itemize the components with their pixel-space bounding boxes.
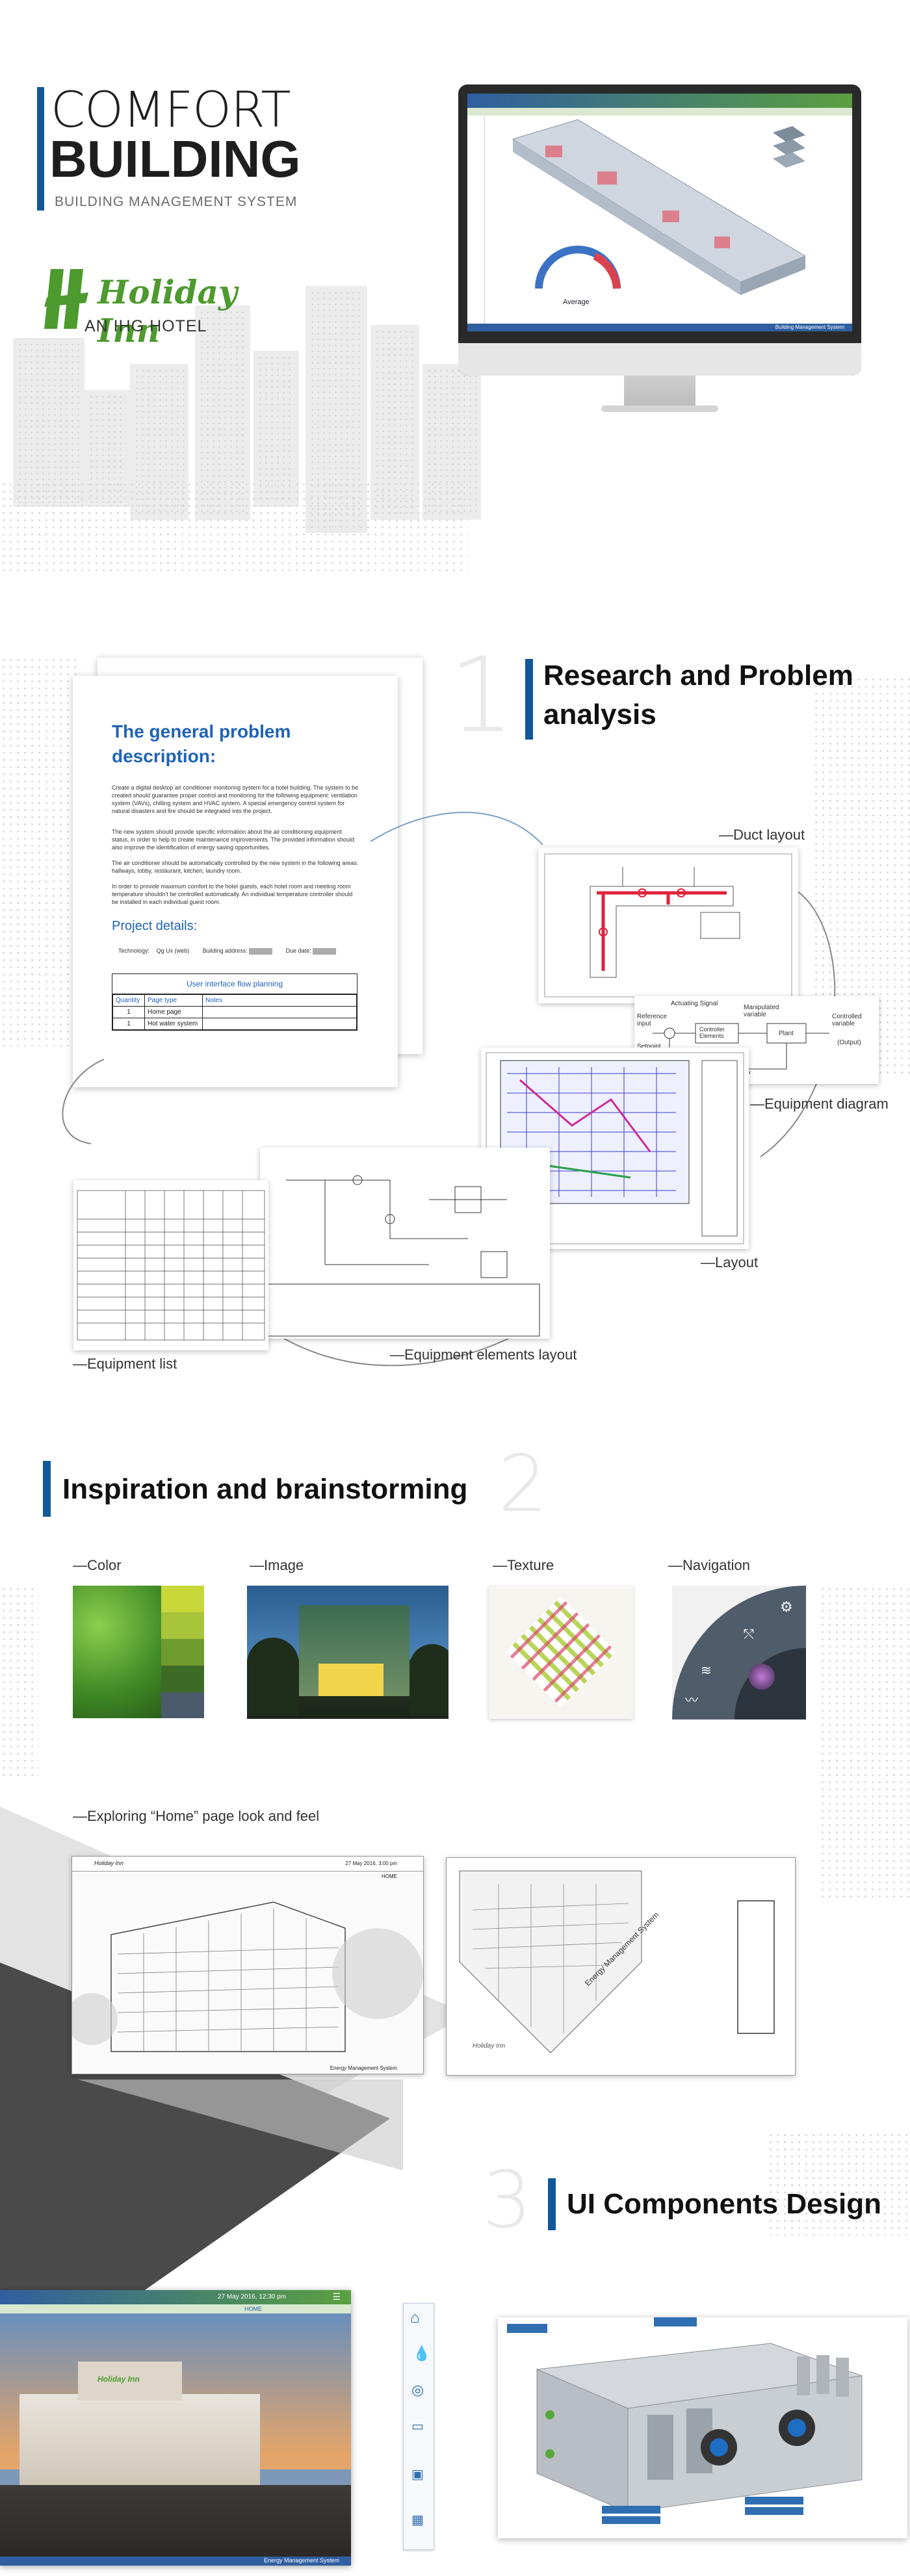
leaf-photo: [73, 1586, 161, 1718]
flow-table: User interface flow planning Quantity Pa…: [112, 973, 358, 1031]
section3-title: UI Components Design: [567, 2188, 882, 2220]
equipment-elements-drawing: [260, 1148, 550, 1339]
flow-header-quantity: Quantity: [112, 994, 145, 1007]
color-swatch: [161, 1666, 204, 1692]
home-page-screen: 27 May 2016, 12:30 pm ☰ HOME Holiday Inn…: [0, 2290, 351, 2566]
label-duct-layout: —Duct layout: [719, 827, 805, 843]
home-sketch-1: Holiday Inn 27 May 2016, 3:00 pm HOME En…: [72, 1856, 424, 2074]
holiday-inn-h-icon: [44, 269, 88, 329]
doc-heading-line1: The general problem: [112, 721, 291, 741]
doc-paragraph-4: In order to provide maximum comfort to t…: [112, 883, 353, 905]
label-exploring-home: —Exploring “Home” page look and feel: [73, 1808, 320, 1824]
flow-header-notes: Notes: [202, 994, 357, 1007]
color-swatch: [161, 1586, 204, 1612]
home-footer: Energy Management System: [263, 2557, 339, 2564]
monitor-icon[interactable]: ▣: [411, 2467, 424, 2482]
color-swatch: [161, 1692, 204, 1718]
holiday-inn-wordmark: Holiday Inn: [98, 273, 237, 350]
section2-number: 2: [498, 1439, 548, 1530]
tech-label: Technology:: [118, 947, 150, 954]
floorplan-icon[interactable]: ▦: [411, 2513, 424, 2527]
section1-title-line2: analysis: [543, 699, 656, 730]
label-navigation: —Navigation: [668, 1557, 750, 1573]
sketch-footer: Energy Management System: [330, 2065, 397, 2071]
section1-title-line1: Research and Problem: [543, 660, 853, 691]
label-equipment-elements: —Equipment elements layout: [390, 1346, 577, 1363]
ahu-3d-model: [536, 2343, 863, 2524]
label-layout: —Layout: [701, 1254, 759, 1270]
hero-subtitle: BUILDING MANAGEMENT SYSTEM: [55, 194, 298, 209]
holiday-inn-tagline: AN IHG HOTEL: [84, 317, 207, 335]
monitor-side-nav: [467, 116, 485, 324]
due-label: Due date:: [285, 947, 311, 954]
hero-title-line1: COMFORT: [51, 81, 291, 138]
problem-description-doc: The general problem description: Create …: [73, 676, 398, 1087]
label-image: —Image: [250, 1557, 304, 1573]
color-swatch: [161, 1612, 204, 1639]
label-equipment-list: —Equipment list: [73, 1356, 177, 1372]
duct-layout-drawing: [538, 847, 798, 1003]
duct-icon[interactable]: ▭: [411, 2419, 424, 2434]
table-row: 1 Hot water system: [112, 1018, 357, 1030]
equipment-list-drawing: [73, 1180, 268, 1350]
fan-icon[interactable]: ◎: [411, 2382, 424, 2398]
doc-paragraph-3: The air conditioner should be automatica…: [112, 860, 359, 874]
activity-icon[interactable]: 〰: [685, 1694, 698, 1708]
address-label: Building address:: [202, 947, 248, 954]
sketch-brand: Holiday Inn: [94, 1860, 124, 1866]
project-details-heading: Project details:: [112, 919, 198, 933]
texture-sample: [489, 1586, 633, 1719]
section2-title: Inspiration and brainstorming: [62, 1473, 468, 1505]
doc-paragraph-1: Create a digital desktop air conditioner…: [112, 784, 359, 814]
holiday-inn-logo: Holiday Inn AN IHG HOTEL: [38, 264, 311, 350]
sketch-home-label: HOME: [382, 1874, 397, 1879]
label-texture: —Texture: [493, 1557, 554, 1573]
monitor-gauge-label: Average: [563, 298, 590, 306]
home-label: HOME: [244, 2306, 262, 2312]
section3-number: 3: [482, 2156, 532, 2246]
doc-paragraph-2: The new system should provide specific i…: [112, 829, 355, 851]
desktop-monitor: Average Building Management System: [458, 84, 861, 422]
equipment-3d-screen: [498, 2317, 907, 2538]
water-drop-icon[interactable]: 💧: [413, 2345, 431, 2362]
home-sketch-2: Energy Management System Holiday Inn: [446, 1857, 796, 2076]
sketch2-brand: Holiday Inn: [473, 2042, 506, 2050]
building-3d-view: [512, 119, 807, 295]
hotel-sign: Holiday Inn: [98, 2375, 140, 2384]
color-moodboard: [73, 1586, 204, 1718]
radial-navigation-sample: ⚙ ⤲ ≋ 〰: [672, 1586, 806, 1719]
tech-value: Qg Ux (web): [156, 947, 190, 954]
monitor-screen: Average Building Management System: [467, 94, 852, 331]
flow-header-page-type: Page type: [144, 994, 203, 1007]
table-row: 1 Home page: [112, 1006, 357, 1018]
label-equipment-diagram: —Equipment diagram: [750, 1096, 889, 1112]
gear-icon[interactable]: ⚙: [780, 1599, 793, 1615]
share-icon[interactable]: ⤲: [744, 1627, 754, 1642]
hotel-night-photo: [247, 1586, 448, 1719]
doc-heading-line2: description:: [112, 746, 216, 766]
home-icon[interactable]: ⌂: [410, 2309, 420, 2326]
layers-icon[interactable]: ≋: [701, 1664, 712, 1678]
section1-number: 1: [448, 634, 515, 756]
vertical-nav-bar: ⌂ 💧 ◎ ▭ ▣ ▦: [403, 2303, 434, 2550]
monitor-footer: Building Management System: [775, 324, 844, 330]
flow-table-title: User interface flow planning: [112, 974, 357, 994]
menu-icon[interactable]: ☰: [332, 2291, 341, 2302]
color-swatch: [161, 1639, 204, 1666]
sketch-date: 27 May 2016, 3:00 pm: [345, 1861, 397, 1866]
label-color: —Color: [73, 1557, 122, 1573]
home-date: 27 May 2016, 12:30 pm: [217, 2293, 286, 2300]
hero-title-line2: BUILDING: [49, 130, 301, 188]
